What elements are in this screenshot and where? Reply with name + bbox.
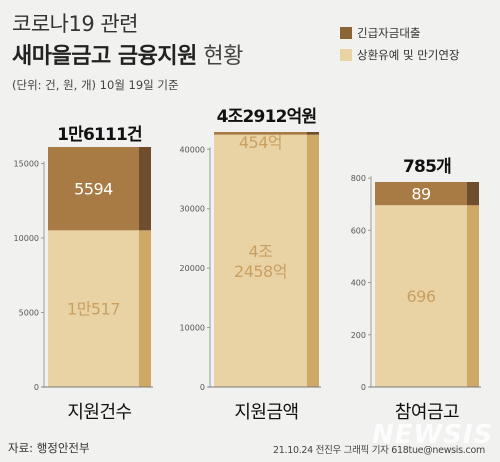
legend-item-deferral: 상환유예 및 만기연장 (340, 45, 460, 64)
legend-label-emergency: 긴급자금대출 (357, 25, 421, 40)
bar-segment-emergency (375, 182, 467, 206)
unit-note: (단위: 건, 원, 개) 10월 19일 기준 (12, 78, 179, 92)
legend: 긴급자금대출 상환유예 및 만기연장 (340, 23, 460, 67)
bar-side-deferral (307, 134, 319, 387)
category-label: 지원건수 (67, 402, 131, 423)
y-tick-label: 400 (351, 279, 366, 288)
y-tick-label: 30000 (180, 205, 205, 214)
bar-side-emergency (307, 132, 319, 135)
y-tick-label: 600 (351, 226, 366, 235)
y-tick-label: 40000 (180, 145, 205, 154)
data-label-deferral: 4조 (249, 242, 273, 261)
bar-segment-emergency (214, 132, 307, 135)
watermark: NEWSIS (372, 420, 494, 450)
credit-note: 21.10.24 전진우 그래픽 기자 618tue@newsis.com (273, 445, 485, 456)
bar-segment-deferral (375, 205, 467, 387)
title-bold: 새마을금고 금융지원 (12, 44, 197, 69)
bar-segment-deferral (214, 134, 307, 387)
total-label: 1만6111건 (57, 125, 142, 145)
data-label-deferral: 696 (406, 287, 435, 306)
bar-side-deferral (467, 205, 479, 387)
bar-side-deferral (139, 230, 151, 387)
y-tick-label: 0 (34, 383, 39, 392)
bar-segment-emergency (48, 147, 139, 231)
data-label-deferral: 2458억 (234, 262, 287, 281)
title-line1: 코로나19 관련 (12, 12, 139, 36)
bar-side-emergency (139, 147, 151, 231)
y-tick-label: 10000 (180, 324, 205, 333)
title-light: 현황 (203, 44, 243, 69)
bar-side-emergency (467, 182, 479, 206)
data-label-deferral: 1만517 (67, 300, 120, 319)
legend-swatch-deferral (340, 48, 352, 61)
total-label: 4조2912억원 (217, 107, 317, 127)
category-label: 지원금액 (234, 402, 298, 423)
data-label-emergency: 5594 (74, 180, 113, 199)
y-tick-label: 5000 (19, 309, 39, 318)
y-tick-label: 0 (361, 383, 366, 392)
y-tick-label: 20000 (180, 264, 205, 273)
legend-label-deferral: 상환유예 및 만기연장 (357, 47, 460, 62)
legend-swatch-emergency (340, 26, 352, 39)
data-label-emergency: 89 (411, 185, 431, 204)
data-label-emergency: 454억 (239, 133, 282, 152)
source-note: 자료: 행정안전부 (8, 441, 90, 455)
y-tick-label: 800 (351, 174, 366, 183)
legend-item-emergency: 긴급자금대출 (340, 23, 460, 42)
y-tick-label: 10000 (14, 234, 39, 243)
y-tick-label: 200 (351, 331, 366, 340)
category-label: 참여금고 (395, 402, 459, 423)
y-tick-label: 15000 (14, 160, 39, 169)
bar-segment-deferral (48, 230, 139, 387)
page-title: 새마을금고 금융지원 현황 (12, 38, 243, 70)
y-tick-label: 0 (200, 383, 205, 392)
total-label: 785개 (403, 157, 451, 177)
